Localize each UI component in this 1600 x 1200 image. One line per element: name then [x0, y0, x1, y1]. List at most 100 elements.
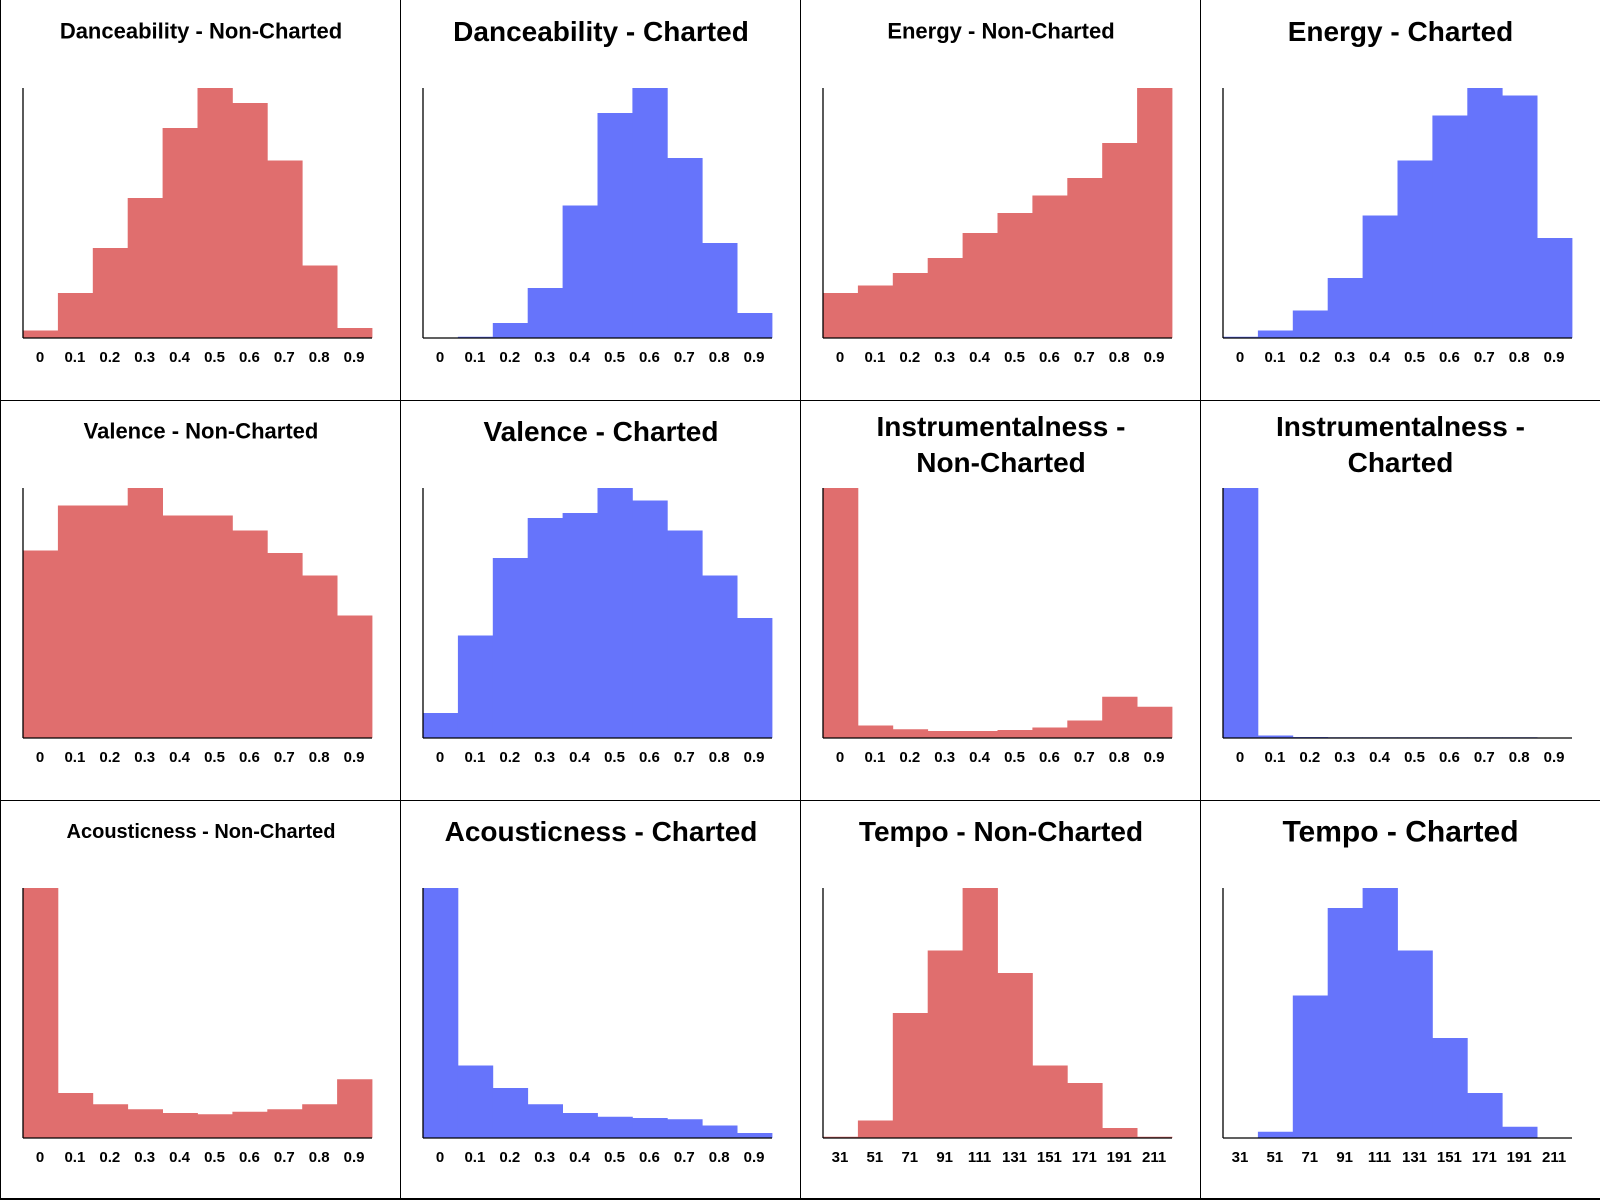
x-tick-label: 0.9: [1544, 349, 1565, 366]
bar-0.5: [597, 488, 633, 738]
x-tick-label: 0.6: [1439, 349, 1460, 366]
chart-panel-tempo-non-charted: Tempo - Non-Charted 31 51 71 91 111 131 151 171 1…: [801, 800, 1201, 1199]
bar-0.2: [492, 1088, 529, 1138]
x-tick-label: 0: [1236, 349, 1244, 366]
x-tick-label: 0.6: [639, 1149, 660, 1166]
x-tick-label: 0: [836, 749, 844, 766]
bar-0.9: [737, 313, 773, 338]
chart-danceability-charted: Danceability - Charted 0 0.1 0.2 0.3 0.4 0.5 0.…: [422, 16, 773, 366]
bar-0: [23, 330, 59, 338]
chart-tempo-non-charted: Tempo - Non-Charted 31 51 71 91 111 131 151 171 1…: [822, 816, 1173, 1166]
x-tick-label: 0.4: [969, 749, 991, 766]
bar-0.3: [527, 288, 563, 338]
x-tick-label: 0.1: [1264, 349, 1285, 366]
x-tick-label: 0.4: [169, 349, 191, 366]
x-tick-label: 191: [1107, 1149, 1132, 1166]
chart-instrumentalness-charted: Instrumentalness - Charted 0 0.1 0.2 0.3 0.4 0.…: [1222, 411, 1572, 766]
bar-0.2: [492, 323, 529, 338]
x-tick-label: 0: [436, 349, 444, 366]
x-tick-label: 0.3: [934, 749, 955, 766]
bar-0.5: [197, 88, 233, 338]
chart-panel-tempo-charted: Tempo - Charted 31 51 71 91 111 131 151 171 191 21…: [1201, 800, 1600, 1199]
bar-0.9: [737, 618, 773, 738]
x-tick-label: 0.5: [204, 749, 225, 766]
x-tick-label: 71: [901, 1149, 918, 1166]
chart-panel-energy-charted: Energy - Charted 0 0.1 0.2 0.3 0.4 0.5 0.6 0.7 0.…: [1201, 0, 1600, 401]
bar-0.4: [562, 205, 598, 338]
bar-0.7: [667, 530, 703, 738]
x-tick-label: 0.1: [864, 349, 885, 366]
x-tick-label: 0.7: [274, 349, 295, 366]
x-tick-label: 151: [1037, 1149, 1062, 1166]
bar-0.8: [1102, 696, 1138, 738]
x-tick-label: 0.8: [309, 1149, 330, 1166]
x-tick-label: 0.7: [1474, 749, 1495, 766]
bar-171: [1067, 1083, 1103, 1138]
bar-71: [892, 1013, 929, 1138]
bar-0: [823, 293, 859, 338]
chart-panel-valence-non-charted: Valence - Non-Charted 0 0.1 0.2 0.3 0.4 0.5 0.6…: [1, 400, 401, 801]
x-tick-label: 0.8: [1509, 349, 1530, 366]
bar-0.9: [737, 1133, 773, 1138]
x-tick-label: 0: [436, 1149, 444, 1166]
chart-title: Energy - Non-Charted: [887, 19, 1114, 44]
x-tick-label: 0.7: [1074, 349, 1095, 366]
x-tick-label: 0.5: [204, 349, 225, 366]
bar-0.5: [597, 1116, 633, 1138]
bar-191: [1502, 1126, 1538, 1138]
x-tick-label: 0.9: [744, 749, 765, 766]
bar-0.4: [162, 1113, 198, 1138]
x-tick-label: 0.6: [1039, 349, 1060, 366]
x-tick-label: 0.6: [1039, 749, 1060, 766]
chart-title: Acousticness - Charted: [445, 816, 758, 847]
bar-0.6: [232, 103, 268, 338]
bar-0.1: [457, 635, 494, 738]
chart-instrumentalness-non-charted: Instrumentalness - Non-Charted 0 0.1 0.2 0.3 0…: [822, 411, 1173, 766]
bar-0.7: [267, 553, 303, 738]
bar-0.3: [527, 1104, 563, 1138]
chart-title: Danceability - Charted: [453, 16, 749, 47]
x-tick-label: 0.3: [134, 749, 155, 766]
bar-91: [1327, 908, 1363, 1138]
x-tick-label: 0.1: [64, 749, 85, 766]
chart-energy-non-charted: Energy - Non-Charted 0 0.1 0.2 0.3 0.4 0.5 0.6 0…: [822, 19, 1173, 366]
bar-0.2: [492, 558, 529, 738]
x-tick-label: 0: [1236, 749, 1244, 766]
bar-0.8: [702, 243, 738, 338]
chart-danceability-non-charted: Danceability - Non-Charted 0 0.1 0.2 0.3 0.4 0…: [22, 19, 373, 366]
chart-title-line-2: Non-Charted: [916, 447, 1086, 478]
bar-0.2: [1292, 310, 1329, 338]
x-tick-label: 0.3: [1334, 749, 1355, 766]
x-tick-label: 0.4: [169, 749, 191, 766]
bar-151: [1432, 1038, 1468, 1138]
x-tick-label: 0.2: [899, 749, 920, 766]
bar-0.7: [267, 1109, 303, 1138]
bar-0.9: [337, 615, 373, 738]
x-tick-label: 0.7: [674, 749, 695, 766]
x-tick-label: 0.2: [1299, 749, 1320, 766]
x-tick-label: 0.8: [1109, 749, 1130, 766]
x-tick-label: 191: [1507, 1149, 1532, 1166]
x-tick-label: 211: [1542, 1149, 1566, 1166]
x-tick-label: 0.2: [99, 749, 120, 766]
x-tick-label: 151: [1437, 1149, 1462, 1166]
bar-0.7: [667, 1119, 703, 1138]
x-tick-label: 0.8: [709, 349, 730, 366]
x-tick-label: 0.5: [1004, 349, 1025, 366]
bar-0: [423, 888, 459, 1138]
x-tick-label: 0.8: [1109, 349, 1130, 366]
chart-title: Valence - Charted: [484, 416, 719, 447]
bar-0.4: [562, 513, 598, 738]
chart-title: Tempo - Non-Charted: [859, 816, 1143, 847]
chart-panel-acousticness-non-charted: Acousticness - Non-Charted 0 0.1 0.2 0.3 0.4 0…: [1, 800, 401, 1199]
x-tick-label: 111: [1368, 1149, 1391, 1166]
x-tick-label: 91: [936, 1149, 953, 1166]
bar-0.9: [1537, 238, 1573, 338]
bar-0.5: [197, 515, 233, 738]
chart-valence-non-charted: Valence - Non-Charted 0 0.1 0.2 0.3 0.4 0.5 0.6…: [22, 419, 373, 766]
x-tick-label: 0.3: [534, 1149, 555, 1166]
x-tick-label: 71: [1301, 1149, 1318, 1166]
bar-0.6: [632, 88, 668, 338]
x-tick-label: 0.4: [169, 1149, 191, 1166]
chart-panel-danceability-charted: Danceability - Charted 0 0.1 0.2 0.3 0.4 0.5 0.…: [401, 0, 801, 401]
